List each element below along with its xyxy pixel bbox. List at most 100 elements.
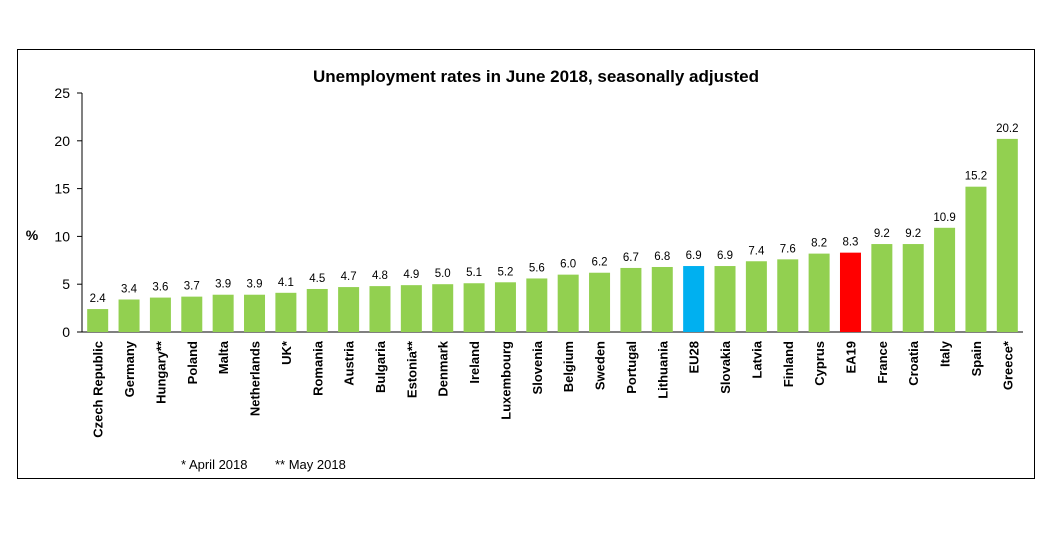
bar: [589, 272, 611, 332]
data-label: 4.5: [309, 273, 325, 285]
data-label: 8.2: [811, 238, 827, 250]
x-tick-label: Italy: [938, 340, 953, 367]
data-label: 3.9: [247, 279, 263, 291]
x-tick-label: Denmark: [436, 340, 451, 396]
y-tick-label: 0: [62, 324, 70, 340]
bar: [369, 286, 391, 332]
y-tick-label: 5: [62, 276, 70, 292]
x-tick-label: Finland: [781, 341, 796, 387]
data-label: 7.4: [748, 245, 765, 257]
data-label: 4.1: [278, 277, 294, 289]
y-tick-label: 20: [54, 133, 70, 149]
x-tick-label: Sweden: [593, 341, 608, 390]
chart-title: Unemployment rates in June 2018, seasona…: [313, 67, 759, 86]
bar: [714, 266, 736, 332]
data-label: 6.8: [654, 251, 670, 263]
footnotes: * April 2018 ** May 2018: [181, 457, 346, 472]
x-tick-label: Malta: [216, 340, 231, 374]
data-label: 6.0: [560, 259, 576, 271]
bar: [338, 287, 360, 332]
x-tick-label: Hungary**: [153, 340, 168, 404]
data-label: 20.2: [996, 123, 1018, 135]
x-tick-label: Ireland: [467, 341, 482, 384]
bar: [118, 299, 140, 332]
bar-chart: Unemployment rates in June 2018, seasona…: [26, 67, 1023, 472]
data-label: 5.0: [435, 268, 451, 280]
y-tick-label: 25: [54, 85, 70, 101]
data-label: 6.9: [717, 250, 733, 262]
x-tick-label: UK*: [279, 340, 294, 365]
bar: [432, 284, 454, 332]
data-label: 3.6: [152, 282, 168, 294]
bar-series: [87, 138, 1018, 332]
x-tick-label: Latvia: [749, 340, 764, 378]
data-label: 6.2: [592, 257, 608, 269]
x-tick-label: Cyprus: [812, 341, 827, 386]
data-label: 10.9: [933, 212, 955, 224]
x-tick-label: Czech Republic: [91, 341, 106, 438]
bar: [181, 296, 203, 332]
bar: [87, 309, 109, 332]
data-label: 4.8: [372, 270, 388, 282]
data-label: 4.7: [341, 271, 357, 283]
bar: [557, 274, 579, 332]
y-tick-label: 15: [54, 181, 70, 197]
x-tick-label: Portugal: [624, 341, 639, 394]
x-tick-label: Germany: [122, 340, 137, 397]
bar: [839, 252, 861, 332]
x-axis-labels: Czech Republic Germany Hungary** Poland Malt…: [91, 340, 1016, 438]
bar: [400, 285, 422, 332]
data-label: 2.4: [90, 293, 107, 305]
bar: [965, 186, 987, 332]
x-tick-label: Poland: [185, 341, 200, 384]
x-tick-label: France: [875, 341, 890, 384]
x-tick-label: Bulgaria: [373, 340, 388, 393]
x-tick-label: EU28: [687, 341, 702, 374]
bar: [934, 227, 956, 332]
data-label: 6.7: [623, 252, 639, 264]
bar: [620, 267, 642, 332]
bar: [526, 278, 548, 332]
bar: [996, 138, 1018, 332]
x-tick-label: Slovenia: [530, 340, 545, 394]
x-tick-label: EA19: [843, 341, 858, 374]
chart-frame: Unemployment rates in June 2018, seasona…: [17, 49, 1035, 479]
footnote-april: * April 2018: [181, 457, 248, 472]
footnote-may: ** May 2018: [275, 457, 346, 472]
data-label: 15.2: [965, 171, 987, 183]
y-axis: 0 5 10 15 20 25: [54, 85, 1023, 340]
x-tick-label: Austria: [342, 340, 357, 386]
data-label: 5.6: [529, 262, 545, 274]
data-label: 6.9: [686, 250, 702, 262]
bar: [463, 283, 485, 332]
bar: [777, 259, 799, 332]
data-label: 5.2: [497, 266, 513, 278]
x-tick-label: Lithuania: [655, 340, 670, 399]
data-labels: 2.4 3.4 3.6 3.7 3.9 3.9 4.1 4.5 4.7 4.8 4.9 5.0 5.1 5…: [90, 123, 1019, 305]
bar: [275, 292, 297, 332]
data-label: 7.6: [780, 243, 796, 255]
bar: [745, 261, 767, 332]
bar: [871, 244, 893, 332]
x-tick-label: Croatia: [906, 340, 921, 386]
data-label: 3.9: [215, 279, 231, 291]
bar: [149, 297, 171, 332]
y-tick-label: 10: [54, 228, 70, 244]
x-tick-label: Netherlands: [248, 341, 263, 416]
y-axis-label: %: [26, 227, 39, 243]
x-tick-label: Belgium: [561, 341, 576, 392]
data-label: 3.7: [184, 281, 200, 293]
bar: [244, 294, 266, 332]
bar: [306, 288, 328, 332]
data-label: 9.2: [874, 228, 890, 240]
data-label: 9.2: [905, 228, 921, 240]
x-tick-label: Luxembourg: [498, 341, 513, 420]
bar: [494, 282, 516, 332]
x-tick-label: Romania: [310, 340, 325, 396]
data-label: 5.1: [466, 267, 482, 279]
bar: [683, 266, 705, 332]
data-label: 3.4: [121, 283, 138, 295]
x-tick-label: Slovakia: [718, 340, 733, 394]
x-tick-label: Spain: [969, 341, 984, 376]
data-label: 8.3: [842, 237, 858, 249]
